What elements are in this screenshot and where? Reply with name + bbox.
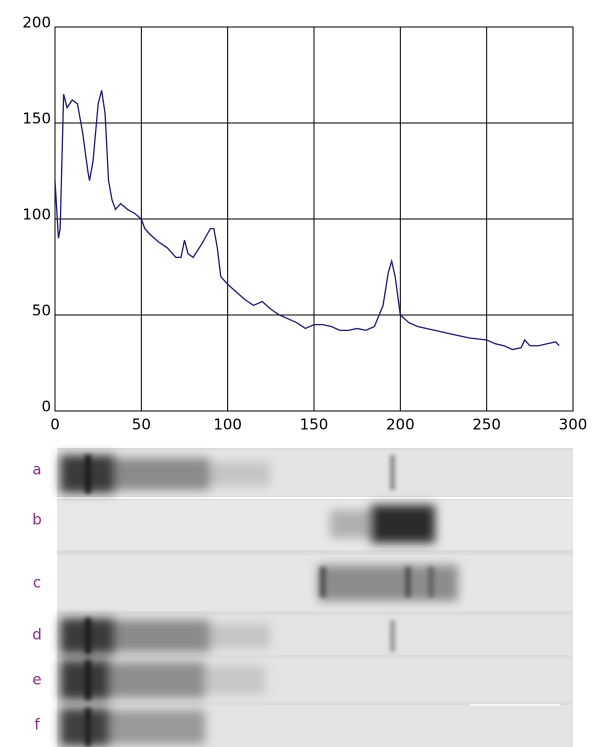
lane-label: f (34, 716, 40, 734)
y-tick-label: 200 (22, 14, 51, 32)
x-tick-label: 100 (213, 416, 242, 434)
band-lines (85, 455, 434, 746)
bands (60, 455, 458, 746)
y-tick-label: 150 (22, 110, 51, 128)
x-tick-label: 300 (559, 416, 588, 434)
x-tick-label: 0 (50, 416, 60, 434)
x-tick-label: 50 (132, 416, 151, 434)
x-tick-label: 150 (300, 416, 329, 434)
x-tick-label: 200 (386, 416, 415, 434)
line-chart: 0 50 100 150 200 0 50 100 150 200 250 300 (22, 14, 587, 434)
y-tick-label: 0 (41, 398, 51, 416)
gel-image: a b c d e f (32, 448, 573, 747)
lane-label: c (33, 574, 41, 592)
data-line (54, 90, 560, 351)
lane-label: e (32, 671, 41, 689)
lane-label: a (32, 461, 41, 479)
lane (57, 555, 573, 611)
lane (57, 500, 573, 550)
y-tick-label: 50 (32, 302, 51, 320)
x-tick-label: 250 (472, 416, 501, 434)
lane-label: b (32, 511, 42, 529)
lane-label: d (32, 626, 42, 644)
y-tick-label: 100 (22, 206, 51, 224)
